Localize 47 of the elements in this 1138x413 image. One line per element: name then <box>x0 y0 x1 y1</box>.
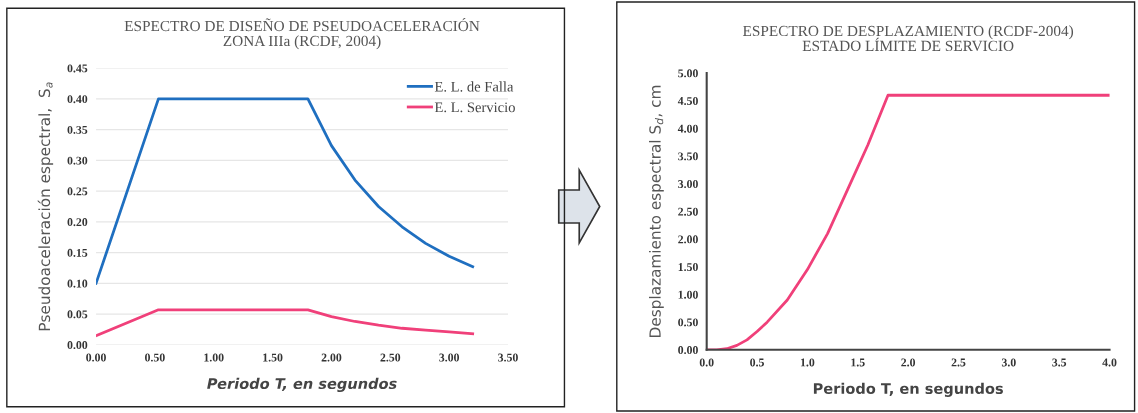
x-tick-label: 3.50 <box>498 353 518 362</box>
y-tick-label: 2.00 <box>678 235 698 244</box>
y-tick-label: 0.10 <box>67 279 88 288</box>
line-series <box>96 308 475 338</box>
y-tick-label: 0.05 <box>67 310 88 319</box>
y-tick-label: 0.30 <box>67 156 88 165</box>
chart-title: ESPECTRO DE DISEÑO DE PSEUDOACELERACIÓN ZONA IIIa (RCDF, 2004) <box>124 17 480 50</box>
y-tick-label: 3.50 <box>678 152 698 161</box>
x-tick-label: 0.0 <box>699 358 714 367</box>
y-axis-title: Pseudoaceleración espectral, S$_{a}$ <box>37 82 54 331</box>
y-tick-label: 2.50 <box>678 207 698 216</box>
y-tick-label: 0.25 <box>67 187 88 196</box>
x-tick-label: 0.5 <box>750 358 764 367</box>
x-tick-label: 2.50 <box>380 353 401 362</box>
x-tick-label: 3.5 <box>1052 358 1067 367</box>
y-tick-label: 0.00 <box>67 341 88 350</box>
x-tick-label: 1.50 <box>263 353 283 362</box>
x-axis-title: Periodo T, en segundos <box>207 377 397 393</box>
y-axis-title: Desplazamiento espectral S$_{d}$, cm <box>649 85 664 337</box>
legend-label: E. L. de Falla <box>434 81 514 92</box>
x-axis-title: Periodo T, en segundos <box>813 382 1003 397</box>
x-tick-label: 1.0 <box>800 358 815 367</box>
y-tick-label: 5.00 <box>678 69 698 78</box>
x-tick-label: 1.5 <box>851 358 865 367</box>
y-tick-label: 1.00 <box>678 290 698 299</box>
x-tick-label: 2.0 <box>901 358 916 367</box>
y-tick-label: 0.50 <box>678 318 698 327</box>
x-tick-label: 1.00 <box>204 353 224 362</box>
y-tick-label: 3.00 <box>678 180 698 189</box>
x-tick-label: 2.00 <box>321 353 342 362</box>
x-tick-label: 0.50 <box>145 353 165 362</box>
y-tick-label: 0.00 <box>678 346 698 355</box>
y-tick-label: 1.50 <box>678 263 698 272</box>
y-tick-label: 0.35 <box>67 125 88 134</box>
x-tick-label: 4.0 <box>1102 358 1117 367</box>
x-tick-label: 0.00 <box>86 353 106 362</box>
y-tick-label: 0.45 <box>67 64 88 73</box>
y-tick-label: 4.50 <box>677 97 698 106</box>
y-tick-label: 0.40 <box>67 95 88 104</box>
chart-title: ESPECTRO DE DESPLAZAMIENTO (RCDF-2004) ESTADO LÍMITE DE SERVICIO <box>742 25 1074 52</box>
x-tick-label: 3.0 <box>1001 358 1016 367</box>
y-tick-label: 0.20 <box>67 218 88 227</box>
legend-label: E. L. Servicio <box>434 102 515 113</box>
x-tick-label: 2.5 <box>951 358 966 367</box>
y-tick-label: 4.00 <box>677 124 698 133</box>
x-tick-label: 3.00 <box>439 353 460 362</box>
y-tick-label: 0.15 <box>67 248 88 257</box>
